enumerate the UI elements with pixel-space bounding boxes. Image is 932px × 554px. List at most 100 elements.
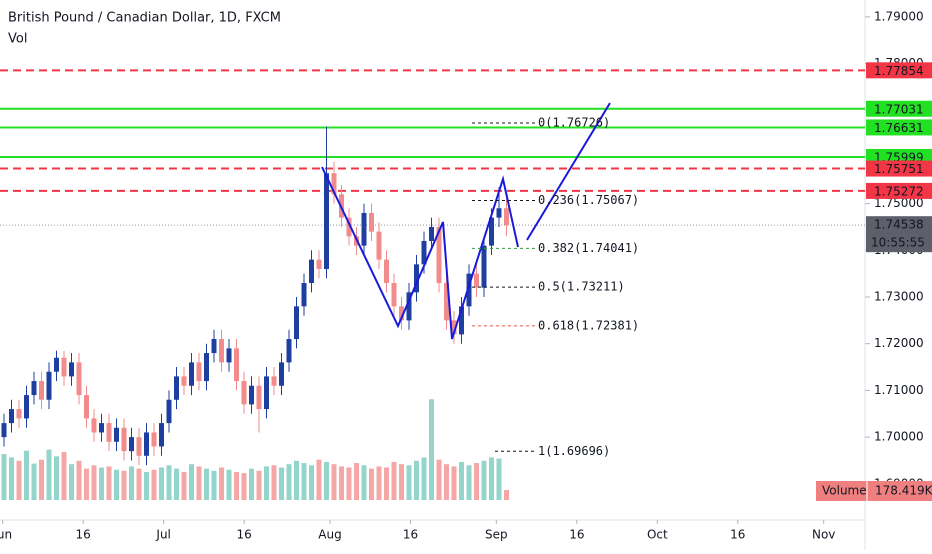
candle-body [9, 409, 14, 424]
volume-bar [354, 463, 359, 500]
candle-body [324, 173, 329, 269]
candle-body [264, 376, 269, 410]
price-axis-bg [866, 0, 932, 550]
volume-bar [444, 464, 449, 500]
candle-body [279, 362, 284, 386]
volume-bar [31, 463, 37, 500]
x-tick-label: 16 [569, 528, 584, 542]
y-tick-label: 1.73000 [874, 290, 924, 304]
volume-bar [301, 463, 307, 500]
candle-body [346, 217, 352, 237]
x-tick-label: Aug [318, 528, 341, 542]
volume-bar [436, 459, 442, 500]
candle-body [91, 418, 97, 433]
candle-body [429, 226, 434, 241]
volume-bar [196, 466, 202, 500]
volume-legend-value: 178.419K [875, 484, 932, 498]
candle-body [69, 362, 74, 377]
candle-body [204, 353, 209, 382]
candle-body [331, 173, 337, 195]
candle-body [189, 362, 194, 386]
candle-body [489, 217, 494, 246]
axis-layer: 1.790001.780001.770001.760001.750001.740… [0, 9, 932, 542]
volume-bar [24, 450, 29, 500]
x-tick-label: Nov [812, 528, 835, 542]
volume-bar [414, 460, 419, 500]
fib-label: 0.618(1.72381) [538, 318, 639, 332]
volume-bar [234, 472, 239, 500]
fib-layer: 0(1.76726) 0.236(1.75067) 0.382(1.74041) 0.… [472, 116, 639, 458]
volume-bar [159, 467, 164, 500]
volume-bar [429, 399, 434, 500]
pattern-drawing [526, 102, 611, 241]
volume-legend-name: Volume [822, 484, 867, 498]
volume-bar [391, 461, 397, 500]
current-price-label: 1.74538 [874, 218, 924, 232]
y-tick-label: 1.75000 [874, 196, 924, 210]
candle-body [301, 282, 307, 307]
level-price-box [866, 62, 932, 79]
chart-title: British Pound / Canadian Dollar, 1D, FXC… [8, 11, 281, 26]
volume-layer [1, 399, 509, 500]
volume-bar [219, 467, 224, 500]
x-tick-label: Jul [155, 528, 170, 542]
candle-body [61, 357, 67, 377]
candle-body [444, 282, 449, 321]
volume-bar [106, 466, 112, 500]
candle-body [384, 259, 389, 283]
candle-body [84, 395, 89, 419]
candle-body [474, 273, 479, 288]
candle-body [106, 423, 112, 442]
volume-bar [369, 468, 374, 500]
candle-body [166, 399, 172, 424]
candle-body [436, 226, 442, 283]
level-layer [0, 69, 865, 226]
x-tick-label: Sep [485, 528, 508, 542]
candle-body [249, 385, 254, 405]
candle-body [226, 348, 232, 363]
volume-bar [466, 465, 472, 500]
x-tick-label: 16 [76, 528, 91, 542]
candle-body [496, 208, 502, 218]
level-price-label: 1.77031 [874, 102, 924, 116]
candle-body [76, 362, 82, 396]
volume-bar [99, 467, 104, 500]
y-tick-label: 1.71000 [874, 383, 924, 397]
volume-bar [286, 464, 292, 500]
volume-bar [114, 469, 119, 500]
candle-body [256, 385, 262, 410]
candle-body [99, 423, 104, 433]
level-price-label: 1.75751 [874, 162, 924, 176]
candle-body [399, 306, 404, 321]
volume-bar [39, 459, 44, 500]
level-price-box [866, 119, 932, 136]
candle-body [39, 381, 44, 400]
volume-legend-box [816, 481, 932, 501]
volume-bar [136, 468, 142, 500]
candle-body [241, 381, 247, 405]
candle-body [414, 264, 419, 293]
fib-label: 0.236(1.75067) [538, 193, 639, 207]
volume-bar [91, 465, 97, 500]
volume-bar [406, 465, 412, 500]
volume-bar [256, 470, 262, 500]
candle-body [211, 339, 217, 354]
volume-bar [174, 468, 179, 500]
candle-body [361, 212, 367, 246]
pattern-drawing [321, 166, 519, 340]
candle-body [406, 292, 412, 321]
volume-bar [249, 468, 254, 500]
volume-bar [1, 454, 7, 500]
candle-body [234, 348, 239, 382]
volume-bar [46, 449, 52, 500]
candle-body [309, 259, 314, 283]
level-price-box [866, 182, 932, 199]
candle-body [271, 376, 277, 386]
volume-bar [421, 457, 427, 500]
volume-bar [16, 460, 22, 500]
volume-bar [481, 460, 487, 500]
candle-body [16, 409, 22, 419]
candle-body [369, 212, 374, 232]
